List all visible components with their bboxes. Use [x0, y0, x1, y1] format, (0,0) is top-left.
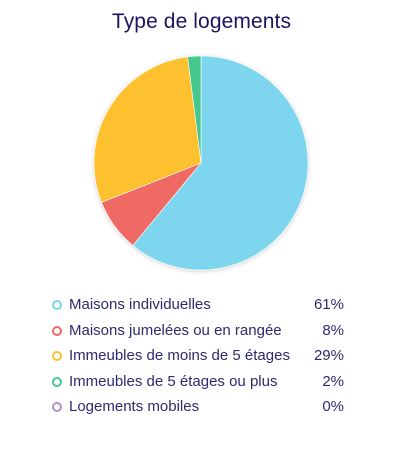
- legend-label: Logements mobiles: [69, 398, 200, 415]
- legend-item[interactable]: Immeubles de 5 étages ou plus 2%: [52, 369, 348, 395]
- legend-label: Immeubles de moins de 5 étages: [69, 347, 290, 364]
- legend-label: Maisons jumelées ou en rangée: [69, 321, 282, 339]
- legend-item[interactable]: Maisons individuelles 61%: [52, 292, 348, 318]
- chart-title: Type de logements: [111, 10, 292, 33]
- legend-item[interactable]: Maisons jumelées ou en rangée 8%: [52, 318, 348, 344]
- legend-marker-icon: [52, 351, 62, 361]
- pie-svg: [93, 55, 309, 271]
- pie-slice-immeubles-de-5-etages-ou-plus[interactable]: [187, 55, 202, 164]
- legend-label: Maisons individuelles: [69, 296, 211, 313]
- legend-value: 0%: [322, 398, 344, 415]
- legend-marker-icon: [52, 376, 62, 387]
- legend-marker-icon: [52, 300, 62, 310]
- legend-value: 29%: [313, 347, 344, 364]
- pie-slice-maisons-individuelles[interactable]: [132, 55, 309, 271]
- chart-legend: Maisons individuelles 61% Maisons jumelées…: [52, 292, 348, 420]
- legend-value: 61%: [313, 296, 344, 313]
- legend-item[interactable]: Immeubles de moins de 5 étages 29%: [52, 343, 348, 369]
- legend-marker-icon: [52, 402, 62, 412]
- legend-item[interactable]: Logements mobiles 0%: [52, 394, 348, 420]
- legend-label: Immeubles de 5 étages ou plus: [69, 372, 278, 390]
- pie-chart: [86, 48, 316, 278]
- legend-value: 8%: [322, 321, 344, 339]
- pie-slice-immeubles-de-moins-de-5-etages[interactable]: [93, 56, 202, 203]
- legend-value: 2%: [322, 372, 344, 390]
- legend-marker-icon: [52, 325, 62, 336]
